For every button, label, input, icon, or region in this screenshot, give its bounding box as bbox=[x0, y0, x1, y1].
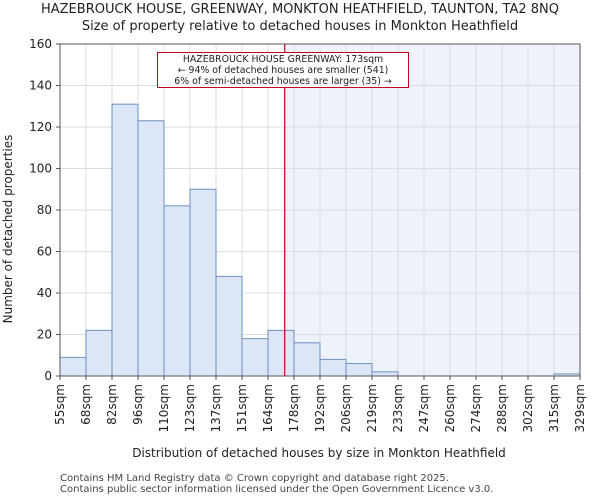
bar bbox=[319, 358, 347, 377]
x-tick-label: 302sqm bbox=[521, 384, 535, 432]
x-tick-label: 178sqm bbox=[287, 384, 301, 432]
x-tick-label: 123sqm bbox=[183, 384, 197, 432]
x-tick-label: 274sqm bbox=[469, 384, 483, 432]
bar bbox=[293, 342, 321, 377]
annotation-box: HAZEBROUCK HOUSE GREENWAY: 173sqm ← 94% … bbox=[157, 52, 409, 88]
footer-line-1: Contains HM Land Registry data © Crown c… bbox=[60, 473, 449, 484]
bar bbox=[267, 329, 295, 377]
x-tick-label: 206sqm bbox=[339, 384, 353, 432]
x-tick-label: 247sqm bbox=[417, 384, 431, 432]
chart-subtitle: Size of property relative to detached ho… bbox=[81, 19, 519, 34]
y-tick-label: 100 bbox=[29, 162, 52, 176]
x-tick-label: 68sqm bbox=[79, 384, 93, 425]
x-tick-label: 96sqm bbox=[131, 384, 145, 425]
annotation-line-3: 6% of semi-detached houses are larger (3… bbox=[174, 76, 392, 87]
x-tick-label: 219sqm bbox=[365, 384, 379, 432]
x-ticks: 55sqm 68sqm 82sqm 96sqm 110sqm 123sqm 137sqm 15… bbox=[53, 376, 587, 432]
bar bbox=[371, 371, 399, 377]
y-ticks: 0 20 40 60 80 100 120 140 160 bbox=[29, 37, 60, 383]
annotation-line-2: ← 94% of detached houses are smaller (54… bbox=[177, 65, 389, 76]
y-tick-label: 40 bbox=[37, 286, 52, 300]
x-tick-label: 233sqm bbox=[391, 384, 405, 432]
x-tick-label: 110sqm bbox=[157, 384, 171, 432]
bar bbox=[111, 103, 139, 377]
y-tick-label: 80 bbox=[37, 203, 52, 217]
x-tick-label: 315sqm bbox=[547, 384, 561, 432]
x-axis-label: Distribution of detached houses by size … bbox=[132, 446, 506, 460]
bar bbox=[241, 338, 269, 377]
y-axis-label: Number of detached properties bbox=[1, 135, 15, 324]
footer-line-2: Contains public sector information licen… bbox=[60, 484, 494, 495]
x-tick-label: 82sqm bbox=[105, 384, 119, 425]
x-tick-label: 329sqm bbox=[573, 384, 587, 432]
y-tick-label: 0 bbox=[44, 369, 52, 383]
y-tick-label: 140 bbox=[29, 79, 52, 93]
x-tick-label: 151sqm bbox=[235, 384, 249, 432]
x-tick-label: 164sqm bbox=[261, 384, 275, 432]
x-tick-label: 137sqm bbox=[209, 384, 223, 432]
x-tick-label: 260sqm bbox=[443, 384, 457, 432]
x-tick-label: 192sqm bbox=[313, 384, 327, 432]
x-tick-label: 55sqm bbox=[53, 384, 67, 425]
y-tick-label: 60 bbox=[37, 245, 52, 259]
bar bbox=[215, 275, 243, 377]
bar bbox=[163, 205, 191, 377]
y-tick-label: 20 bbox=[37, 328, 52, 342]
bar bbox=[59, 356, 87, 377]
x-tick-label: 288sqm bbox=[495, 384, 509, 432]
chart-title: HAZEBROUCK HOUSE, GREENWAY, MONKTON HEAT… bbox=[40, 2, 559, 17]
y-tick-label: 120 bbox=[29, 120, 52, 134]
bar bbox=[85, 329, 113, 377]
y-tick-label: 160 bbox=[29, 37, 52, 51]
bar bbox=[189, 188, 217, 377]
annotation-line-1: HAZEBROUCK HOUSE GREENWAY: 173sqm bbox=[182, 54, 384, 65]
bar bbox=[345, 363, 373, 377]
bars bbox=[59, 103, 581, 377]
bar bbox=[137, 120, 165, 377]
